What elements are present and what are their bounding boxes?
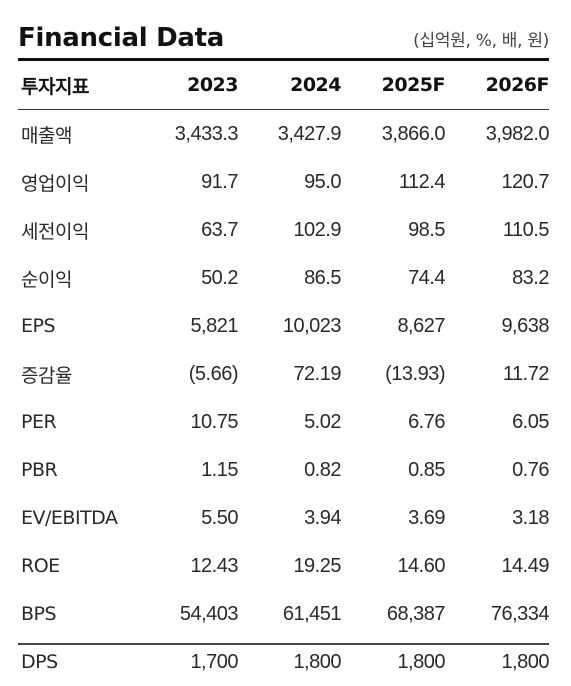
table-cell: 8,627 xyxy=(341,302,445,350)
column-header-metric: 투자지표 xyxy=(18,61,146,110)
column-header-row: 투자지표 2023 2024 2025F 2026F xyxy=(18,61,549,110)
table-cell: 11.72 xyxy=(445,350,549,398)
table-cell: 0.85 xyxy=(341,446,445,494)
table-cell: 19.25 xyxy=(238,542,341,590)
table-cell: 72.19 xyxy=(238,350,341,398)
row-label: DPS xyxy=(18,638,146,686)
table-cell: 76,334 xyxy=(445,590,549,638)
table-cell: 12.43 xyxy=(146,542,238,590)
table-cell: 3.94 xyxy=(238,494,341,542)
table-cell: 1.15 xyxy=(146,446,238,494)
table-cell: 3,427.9 xyxy=(238,110,341,159)
table-cell: 112.4 xyxy=(341,158,445,206)
table-cell: 1,800 xyxy=(445,638,549,686)
table-cell: 86.5 xyxy=(238,254,341,302)
table-cell: (5.66) xyxy=(146,350,238,398)
row-label: PER xyxy=(18,398,146,446)
table-header-bar: Financial Data (십억원, %, 배, 원) xyxy=(18,18,549,58)
table-cell: 83.2 xyxy=(445,254,549,302)
table-cell: 5.50 xyxy=(146,494,238,542)
table-cell: 6.05 xyxy=(445,398,549,446)
table-cell: 5.02 xyxy=(238,398,341,446)
table-row: 증감율(5.66)72.19(13.93)11.72 xyxy=(18,350,549,398)
row-label: 영업이익 xyxy=(18,158,146,206)
table-cell: 5,821 xyxy=(146,302,238,350)
table-cell: 6.76 xyxy=(341,398,445,446)
table-cell: 98.5 xyxy=(341,206,445,254)
table-cell: 0.82 xyxy=(238,446,341,494)
table-cell: 50.2 xyxy=(146,254,238,302)
table-cell: 1,700 xyxy=(146,638,238,686)
table-cell: 3,433.3 xyxy=(146,110,238,159)
table-cell: 120.7 xyxy=(445,158,549,206)
column-header-2026f: 2026F xyxy=(445,61,549,110)
row-label: 세전이익 xyxy=(18,206,146,254)
table-cell: 68,387 xyxy=(341,590,445,638)
table-cell: 95.0 xyxy=(238,158,341,206)
row-label: BPS xyxy=(18,590,146,638)
table-cell: 3,982.0 xyxy=(445,110,549,159)
column-header-2024: 2024 xyxy=(238,61,341,110)
table-cell: 54,403 xyxy=(146,590,238,638)
row-label: 매출액 xyxy=(18,110,146,159)
column-header-2023: 2023 xyxy=(146,61,238,110)
table-cell: 1,800 xyxy=(341,638,445,686)
row-label: PBR xyxy=(18,446,146,494)
table-cell: 10.75 xyxy=(146,398,238,446)
table-cell: 3.69 xyxy=(341,494,445,542)
row-label: EPS xyxy=(18,302,146,350)
unit-note: (십억원, %, 배, 원) xyxy=(413,24,549,58)
bottom-rule xyxy=(18,643,549,645)
table-cell: 0.76 xyxy=(445,446,549,494)
table-cell: 3.18 xyxy=(445,494,549,542)
table-cell: 14.60 xyxy=(341,542,445,590)
table-cell: 14.49 xyxy=(445,542,549,590)
row-label: ROE xyxy=(18,542,146,590)
row-label: 증감율 xyxy=(18,350,146,398)
table-cell: 110.5 xyxy=(445,206,549,254)
table-cell: 9,638 xyxy=(445,302,549,350)
column-header-2025f: 2025F xyxy=(341,61,445,110)
table-cell: 3,866.0 xyxy=(341,110,445,159)
table-cell: 61,451 xyxy=(238,590,341,638)
row-label: EV/EBITDA xyxy=(18,494,146,542)
table-cell: 102.9 xyxy=(238,206,341,254)
table-cell: 74.4 xyxy=(341,254,445,302)
table-cell: (13.93) xyxy=(341,350,445,398)
table-cell: 10,023 xyxy=(238,302,341,350)
table-cell: 63.7 xyxy=(146,206,238,254)
table-cell: 91.7 xyxy=(146,158,238,206)
table-cell: 1,800 xyxy=(238,638,341,686)
table-title: Financial Data xyxy=(18,18,224,58)
row-label: 순이익 xyxy=(18,254,146,302)
